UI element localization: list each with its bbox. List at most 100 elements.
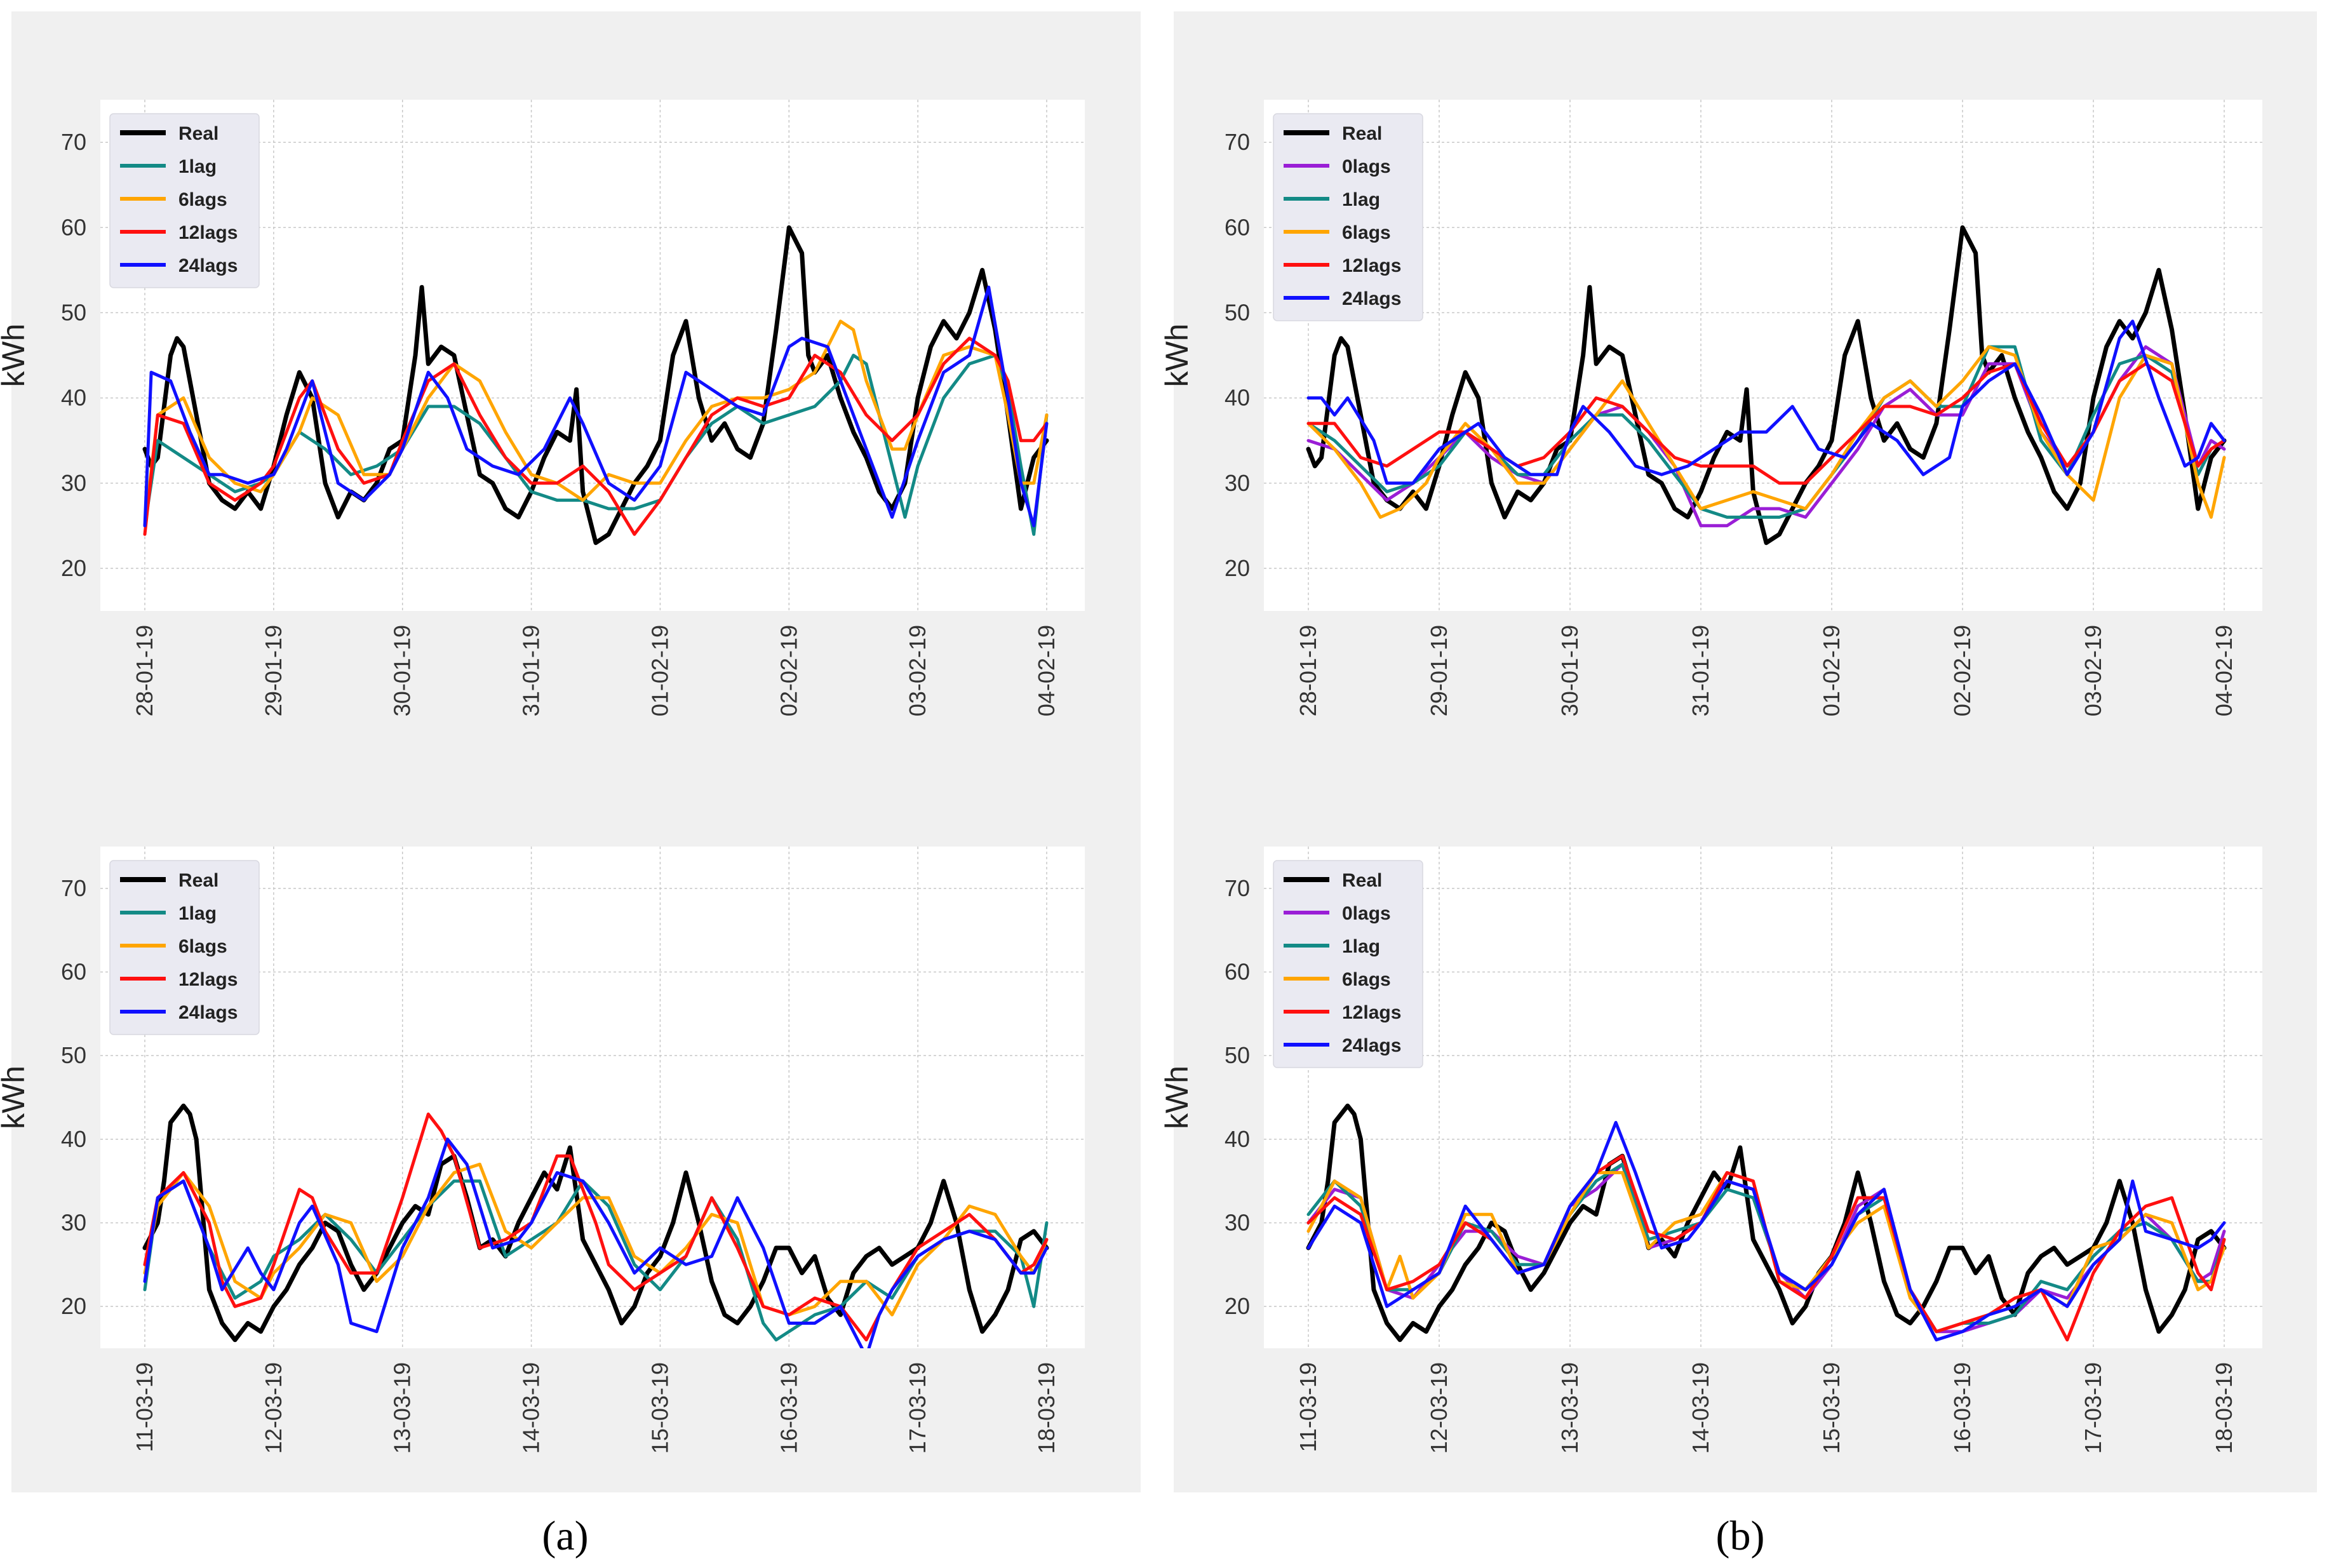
x-tick-label: 18-03-19 [2211, 1362, 2237, 1454]
series-line-12lags [143, 337, 1049, 536]
x-tick-label: 04-02-19 [2211, 625, 2237, 716]
legend: Real 1lag 6lags 12lags 24lags [109, 113, 260, 288]
chart-top-right: 20 30 40 50 60 70 28-01-19 29-01-19 30-01-19 31-0… [1159, 100, 2262, 716]
y-tick-label: 20 [61, 555, 86, 581]
x-tick-label: 13-03-19 [389, 1362, 415, 1454]
x-tick-label: 11-03-19 [131, 1362, 158, 1452]
x-tick-label: 13-03-19 [1557, 1362, 1583, 1454]
chart-top-left: 20 30 40 50 60 70 28-01-19 29-01-19 30-01-19 31-0… [0, 100, 1085, 716]
x-tick-label: 29-01-19 [1426, 625, 1452, 716]
caption-b: (b) [1716, 1513, 1765, 1559]
y-tick-label: 30 [61, 470, 86, 496]
x-tick-label: 31-01-19 [518, 625, 544, 716]
legend-label-0lags: 0lags [1342, 903, 1391, 924]
x-tick-label: 28-01-19 [1295, 625, 1321, 716]
y-tick-label: 60 [1225, 214, 1250, 240]
legend-label-6lags: 6lags [1342, 969, 1391, 990]
legend-label-24lags: 24lags [1342, 288, 1401, 309]
legend: Real 0lags 1lag 6lags 12lags 24lags [1273, 113, 1423, 321]
legend-label-6lags: 6lags [1342, 222, 1391, 243]
y-tick-label: 30 [1225, 1210, 1250, 1236]
series-group [1306, 225, 2227, 546]
y-tick-label: 30 [1225, 470, 1250, 496]
legend-label-24lags: 24lags [1342, 1035, 1401, 1056]
y-tick-label: 40 [1225, 385, 1250, 411]
legend-label-24lags: 24lags [178, 255, 238, 276]
series-line-6lags [143, 1162, 1049, 1317]
x-tick-label: 17-03-19 [904, 1362, 930, 1454]
x-tick-label: 01-02-19 [1818, 625, 1844, 716]
x-tick-label: 03-02-19 [2080, 625, 2106, 716]
y-tick-label: 60 [61, 214, 86, 240]
legend-label-12lags: 12lags [178, 969, 238, 990]
legend: Real 1lag 6lags 12lags 24lags [109, 860, 260, 1035]
x-tick-label: 16-03-19 [775, 1362, 802, 1454]
plot-area [1264, 847, 2262, 1348]
legend-label-real: Real [178, 870, 218, 891]
legend-label-real: Real [178, 123, 218, 144]
y-tick-label: 70 [1225, 875, 1250, 901]
legend-label-1lag: 1lag [1342, 189, 1380, 210]
legend-box [109, 113, 260, 288]
x-tick-label: 02-02-19 [1949, 625, 1975, 716]
legend-label-6lags: 6lags [178, 189, 227, 210]
y-axis-label: kWh [0, 324, 31, 387]
series-line-24lags [143, 1137, 1049, 1348]
y-tick-label: 20 [1225, 1293, 1250, 1319]
chart-bottom-left: 20 30 40 50 60 70 11-03-19 12-03-19 13-03-19 14-0… [0, 847, 1085, 1454]
plot-area [100, 847, 1085, 1348]
legend-label-12lags: 12lags [1342, 255, 1401, 276]
series-line-1lag [143, 1179, 1049, 1342]
legend-label-1lag: 1lag [178, 903, 217, 924]
series-line-real [1306, 1103, 2227, 1343]
x-tick-label: 17-03-19 [2080, 1362, 2106, 1454]
legend-label-1lag: 1lag [178, 156, 217, 177]
y-tick-label: 20 [1225, 555, 1250, 581]
x-tick-label: 31-01-19 [1688, 625, 1714, 716]
x-tick-label: 01-02-19 [647, 625, 673, 716]
x-tick-label: 04-02-19 [1033, 625, 1059, 716]
series-group [1306, 1103, 2227, 1343]
y-tick-label: 40 [61, 1126, 86, 1152]
series-line-12lags [1306, 1154, 2226, 1342]
y-tick-label: 70 [61, 129, 86, 155]
x-tick-label: 11-03-19 [1295, 1362, 1321, 1452]
legend-label-12lags: 12lags [1342, 1002, 1401, 1023]
series-line-24lags [1306, 1121, 2226, 1342]
x-tick-label: 15-03-19 [647, 1362, 673, 1454]
y-tick-label: 70 [61, 875, 86, 901]
legend-label-real: Real [1342, 123, 1382, 144]
y-tick-label: 50 [61, 1042, 86, 1068]
y-tick-label: 40 [61, 385, 86, 411]
series-line-6lags [1306, 345, 2226, 519]
series-group [142, 1103, 1049, 1348]
y-tick-label: 60 [61, 959, 86, 985]
y-axis-label: kWh [1159, 324, 1195, 387]
x-tick-label: 12-03-19 [1426, 1362, 1452, 1454]
x-tick-label: 14-03-19 [518, 1362, 544, 1454]
series-line-24lags [143, 285, 1049, 528]
x-tick-label: 14-03-19 [1688, 1362, 1714, 1454]
y-tick-label: 50 [61, 299, 86, 325]
chart-bottom-right: 20 30 40 50 60 70 11-03-19 12-03-19 13-03-19 14-0… [1159, 847, 2262, 1454]
series-line-real [142, 1103, 1049, 1343]
legend-label-real: Real [1342, 870, 1382, 891]
legend-label-12lags: 12lags [178, 222, 238, 243]
legend: Real 0lags 1lag 6lags 12lags 24lags [1273, 860, 1423, 1068]
y-tick-label: 50 [1225, 299, 1250, 325]
series-line-24lags [1306, 319, 2226, 485]
x-tick-label: 16-03-19 [1949, 1362, 1975, 1454]
caption-a: (a) [542, 1513, 588, 1559]
x-tick-label: 30-01-19 [389, 625, 415, 716]
x-tick-label: 12-03-19 [260, 1362, 286, 1454]
legend-label-0lags: 0lags [1342, 156, 1391, 177]
y-tick-label: 30 [61, 1210, 86, 1236]
series-group [142, 225, 1049, 546]
x-tick-label: 03-02-19 [904, 625, 930, 716]
y-tick-label: 40 [1225, 1126, 1250, 1152]
y-tick-label: 50 [1225, 1042, 1250, 1068]
legend-box [109, 860, 260, 1035]
legend-label-1lag: 1lag [1342, 936, 1380, 957]
y-tick-label: 70 [1225, 129, 1250, 155]
